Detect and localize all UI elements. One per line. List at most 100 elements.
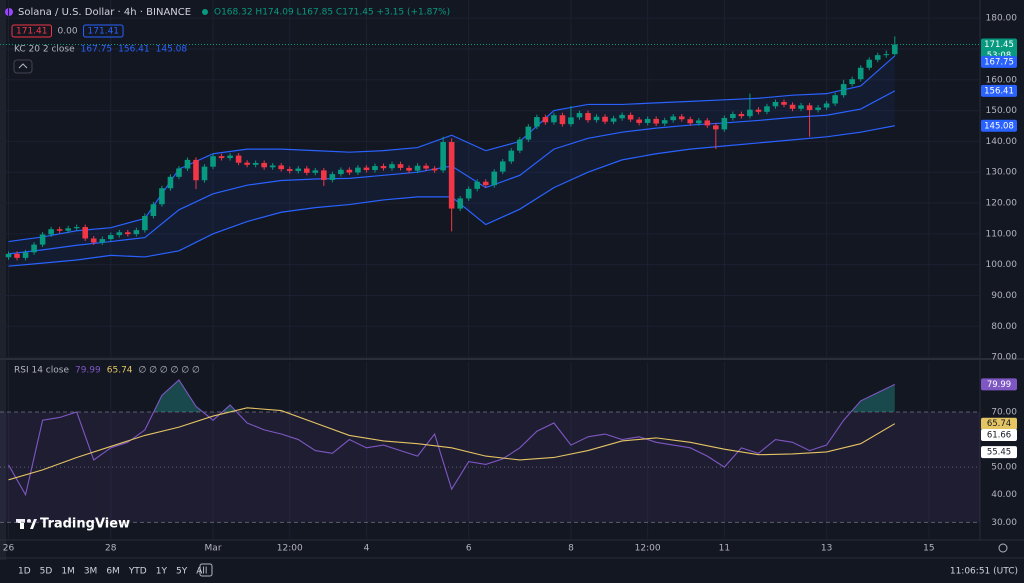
settings-icon[interactable] <box>998 543 1008 553</box>
sell-button[interactable]: 171.41 <box>16 27 48 37</box>
symbol-title: Solana / U.S. Dollar · 4h · BINANCE <box>18 7 191 18</box>
x-tick-label: 13 <box>821 544 832 554</box>
y-tick-label: 180.00 <box>986 14 1018 24</box>
x-tick-label: 4 <box>364 544 370 554</box>
candle-body <box>184 159 191 169</box>
collapse-button[interactable] <box>13 59 33 74</box>
y-tick-label: 150.00 <box>986 106 1018 116</box>
candle-body <box>687 119 694 124</box>
kc-lower-value: 145.08 <box>156 45 188 55</box>
candle-body <box>303 168 310 173</box>
candle-body <box>125 232 131 235</box>
range-button[interactable]: 6M <box>106 567 120 577</box>
range-button[interactable]: YTD <box>128 567 147 577</box>
candle-body <box>31 244 37 253</box>
calendar-icon[interactable] <box>199 563 213 577</box>
candle-body <box>738 113 745 117</box>
candle-body <box>22 252 29 258</box>
candle-body <box>227 155 233 159</box>
buy-button-box <box>83 24 124 38</box>
candle-body <box>781 101 787 105</box>
candle-body <box>210 156 216 167</box>
candle-body <box>661 120 668 124</box>
y-tick-label: 140.00 <box>986 137 1018 147</box>
candle-body <box>167 176 174 189</box>
rsi-extra-tag: 55.45 <box>987 448 1011 458</box>
candle-body <box>832 95 838 104</box>
range-button[interactable]: 5D <box>40 567 53 577</box>
rsi-extra-tag-bg <box>981 446 1017 459</box>
candle-body <box>636 119 642 123</box>
range-button[interactable]: 5Y <box>176 567 188 577</box>
rsi-tick-label: 40.00 <box>991 490 1017 500</box>
candle-body <box>670 116 677 121</box>
y-tick-label: 130.00 <box>986 168 1018 178</box>
candle-body <box>423 165 429 169</box>
rsi-tick-label: 50.00 <box>991 463 1017 473</box>
candle-body <box>116 232 123 236</box>
rsi-line <box>8 379 896 497</box>
rsi-tag: 79.99 <box>987 380 1011 390</box>
rsi-ma-value: 65.74 <box>107 366 133 376</box>
candle-body <box>806 105 813 110</box>
candle-body <box>627 114 634 120</box>
range-button[interactable]: 3M <box>84 567 98 577</box>
kc-tag-bg <box>981 55 1017 68</box>
market-status <box>202 9 208 15</box>
candle-body <box>73 227 80 229</box>
candle-body <box>295 168 302 171</box>
candle-body <box>678 116 685 120</box>
candle-body <box>508 150 515 162</box>
candle-body <box>201 166 208 181</box>
candle-body <box>372 166 378 171</box>
rsi-extra-tag: 61.66 <box>987 430 1011 440</box>
sell-button-box <box>11 24 52 38</box>
candle-body <box>491 171 498 186</box>
candle-body <box>610 118 617 122</box>
candle-body <box>244 162 250 165</box>
collapse-icon <box>18 63 28 69</box>
candle-body <box>482 181 489 186</box>
candle-body <box>721 117 728 130</box>
candle-body <box>891 44 898 55</box>
candle-body <box>389 164 395 169</box>
range-button[interactable]: 1M <box>61 567 75 577</box>
candle-body <box>380 166 387 169</box>
candle-body <box>474 181 481 189</box>
candle-body <box>857 67 864 80</box>
candle-body <box>278 165 285 170</box>
range-button[interactable]: 1Y <box>156 567 168 577</box>
rsi-tick-label: 70.00 <box>991 407 1017 417</box>
candle-body <box>448 142 455 209</box>
overbought-fill <box>8 379 895 412</box>
y-tick-label: 70.00 <box>991 353 1017 363</box>
buy-button[interactable]: 171.41 <box>88 27 120 37</box>
ohlc-values: O168.32 H174.09 L167.85 C171.45 +3.15 (+… <box>214 8 450 18</box>
candle-body <box>286 169 293 171</box>
y-tick-label: 110.00 <box>986 229 1018 239</box>
candle-body <box>252 162 259 165</box>
candle-body <box>593 116 600 121</box>
candle-body <box>414 165 421 171</box>
rsi-tick-label: 30.00 <box>991 518 1017 528</box>
candle-body <box>269 165 276 168</box>
candle-body <box>338 169 344 175</box>
x-tick-label: 12:00 <box>277 544 303 554</box>
x-tick-label: 11 <box>719 544 730 554</box>
candle-body <box>193 159 199 181</box>
candle-body <box>431 168 438 171</box>
candle-body <box>525 126 532 140</box>
rsi-ma-tag: 65.74 <box>987 419 1011 429</box>
candle-body <box>39 234 46 245</box>
clock: 11:06:51 (UTC) <box>950 567 1018 577</box>
candle-body <box>5 253 12 258</box>
kc-tag: 167.75 <box>984 57 1014 67</box>
logo-stem <box>20 519 24 529</box>
candle-body <box>534 117 540 127</box>
range-button[interactable]: All <box>196 567 207 577</box>
rsi-ma-line <box>8 407 896 481</box>
y-tick-label: 80.00 <box>991 322 1017 332</box>
range-button[interactable]: 1D <box>18 567 31 577</box>
